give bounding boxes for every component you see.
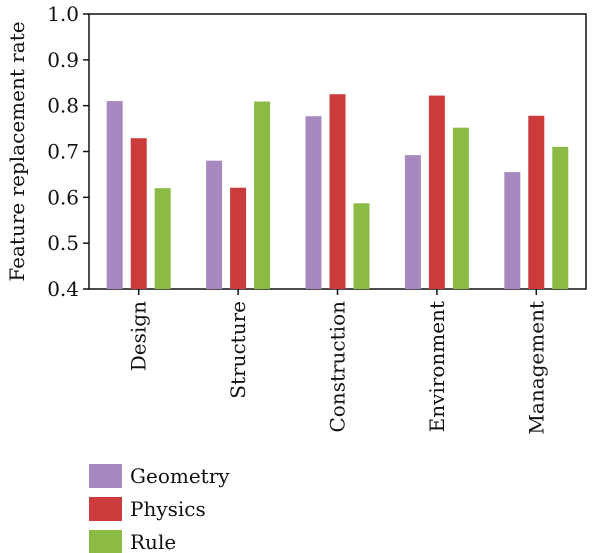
bar-physics-construction — [329, 94, 346, 289]
bar-rule-management — [552, 146, 569, 289]
y-axis-ticks: 0.4 0.5 0.6 0.7 0.8 0.9 1.0 — [47, 2, 89, 301]
bar-rule-design — [154, 188, 171, 289]
bar-physics-environment — [428, 95, 445, 289]
x-tick-label: Design — [127, 301, 151, 371]
bar-geometry-management — [504, 172, 521, 289]
y-axis-label: Feature replacement rate — [5, 21, 29, 281]
y-tick-label: 0.9 — [47, 48, 79, 72]
legend-swatch-physics — [89, 497, 122, 521]
x-tick-label: Structure — [226, 301, 250, 399]
y-tick-label: 0.7 — [47, 140, 79, 164]
bar-rule-environment — [452, 127, 469, 290]
bar-geometry-design — [106, 101, 123, 289]
bars — [106, 94, 569, 290]
x-tick-label: Environment — [425, 301, 449, 432]
bar-rule-construction — [353, 203, 370, 289]
bar-physics-management — [528, 115, 545, 289]
bar-rule-structure — [254, 101, 271, 290]
legend-label-rule: Rule — [130, 530, 176, 553]
x-axis-ticks: Design Structure Construction Environment Ma… — [127, 289, 548, 435]
bar-physics-design — [130, 138, 147, 289]
legend-label-geometry: Geometry — [130, 464, 230, 488]
legend: Geometry Physics Rule — [89, 464, 230, 553]
y-tick-label: 0.5 — [47, 231, 79, 255]
x-tick-label: Construction — [326, 301, 350, 433]
bar-geometry-environment — [404, 155, 421, 289]
bar-geometry-structure — [206, 160, 223, 289]
x-tick-label: Management — [524, 301, 548, 435]
legend-swatch-rule — [89, 530, 122, 553]
y-tick-label: 0.6 — [47, 185, 79, 209]
legend-swatch-geometry — [89, 464, 122, 488]
bar-geometry-construction — [305, 116, 322, 289]
bar-physics-structure — [230, 187, 247, 289]
y-tick-label: 1.0 — [47, 2, 79, 26]
y-tick-label: 0.8 — [47, 94, 79, 118]
y-tick-label: 0.4 — [47, 277, 79, 301]
legend-label-physics: Physics — [130, 497, 206, 521]
